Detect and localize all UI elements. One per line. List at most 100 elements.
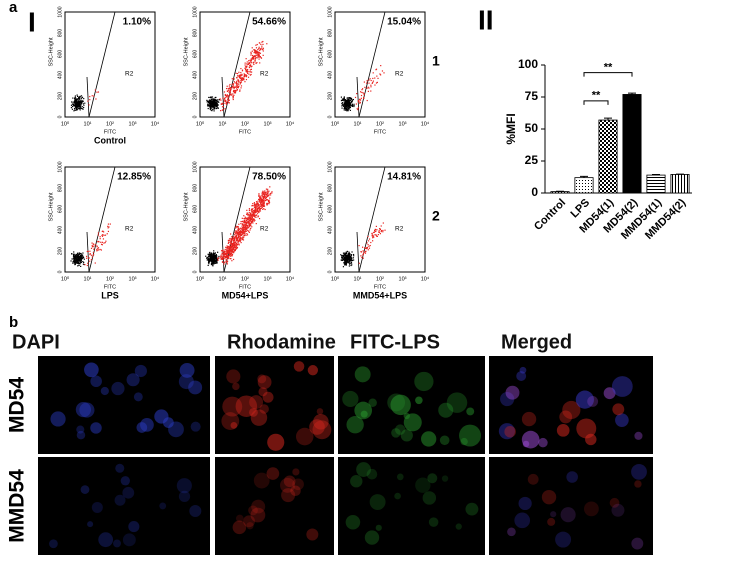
dot: [247, 61, 248, 62]
y-tick-label: 800: [192, 184, 198, 193]
dot: [229, 244, 230, 245]
dot: [235, 226, 236, 227]
dot: [372, 82, 373, 83]
dot: [242, 70, 243, 71]
dot: [260, 202, 261, 203]
dot: [251, 53, 252, 54]
x-tick-label: 10⁴: [286, 120, 295, 127]
dot: [209, 102, 210, 103]
cell: [306, 529, 318, 541]
cell: [281, 488, 295, 502]
dot: [98, 241, 99, 242]
dot: [221, 250, 222, 251]
dot: [228, 257, 229, 258]
cell: [127, 373, 140, 386]
dot: [233, 90, 234, 91]
dot: [238, 75, 239, 76]
cell: [397, 474, 404, 481]
dot: [373, 72, 374, 73]
dot: [352, 100, 353, 101]
dot: [240, 83, 241, 84]
dot: [250, 65, 251, 66]
dot: [234, 81, 235, 82]
dot: [245, 227, 246, 228]
dot: [241, 242, 242, 243]
significance-label: **: [592, 90, 601, 102]
dot: [364, 252, 365, 253]
dot: [217, 252, 218, 253]
dot: [257, 57, 258, 58]
dot: [352, 260, 353, 261]
dot: [248, 74, 249, 75]
dot: [232, 238, 233, 239]
dot: [213, 259, 214, 260]
dot: [245, 226, 246, 227]
dot: [245, 217, 246, 218]
dot: [234, 243, 235, 244]
dot: [212, 260, 213, 261]
dot: [258, 58, 259, 59]
dot: [93, 252, 94, 253]
x-tick-label: 10³: [399, 276, 407, 282]
dot: [92, 245, 93, 246]
dot: [93, 95, 94, 96]
y-axis-label: SSC-Height: [318, 37, 324, 67]
y-tick-label: 800: [192, 29, 198, 38]
dot: [76, 254, 77, 255]
dot: [211, 253, 212, 254]
dot: [248, 64, 249, 65]
dot: [232, 84, 233, 85]
dot: [368, 83, 369, 84]
gate-label: R2: [395, 71, 404, 78]
dot: [244, 74, 245, 75]
dot: [266, 204, 267, 205]
dot: [349, 102, 350, 103]
x-tick-label: 10¹: [84, 121, 92, 127]
dot: [257, 211, 258, 212]
dot: [246, 219, 247, 220]
dot: [75, 110, 76, 111]
dot: [83, 256, 84, 257]
dot: [107, 226, 108, 227]
dot: [235, 246, 236, 247]
dot: [89, 251, 90, 252]
dot: [228, 88, 229, 89]
dot: [83, 105, 84, 106]
dot: [347, 251, 348, 252]
gate-line: [87, 77, 89, 117]
cell: [634, 432, 642, 440]
cell: [177, 478, 192, 493]
dot: [345, 259, 346, 260]
dot: [74, 100, 75, 101]
y-tick-label: 1000: [327, 6, 333, 17]
dot: [77, 109, 78, 110]
dot: [363, 253, 364, 254]
dot: [226, 249, 227, 250]
dot: [79, 108, 80, 109]
dot: [258, 195, 259, 196]
cell: [611, 504, 624, 517]
dot: [215, 103, 216, 104]
cell: [313, 414, 329, 430]
percent-label: 54.66%: [252, 17, 286, 28]
y-tick-label: 0: [57, 115, 63, 118]
dot: [206, 258, 207, 259]
dot: [259, 42, 260, 43]
cell: [342, 391, 358, 407]
dot: [224, 99, 225, 100]
dot: [267, 196, 268, 197]
y-tick-label: 200: [57, 92, 63, 101]
dot: [230, 248, 231, 249]
dot: [266, 189, 267, 190]
y-tick-label: 400: [327, 226, 333, 235]
dot: [83, 98, 84, 99]
y-axis-label: SSC-Height: [183, 37, 189, 67]
dot: [257, 213, 258, 214]
dot: [358, 107, 359, 108]
dot: [83, 103, 84, 104]
dot: [205, 256, 206, 257]
x-tick-label: 10²: [241, 121, 249, 127]
y-tick-label: 600: [57, 50, 63, 59]
dot: [103, 235, 104, 236]
dot: [233, 79, 234, 80]
